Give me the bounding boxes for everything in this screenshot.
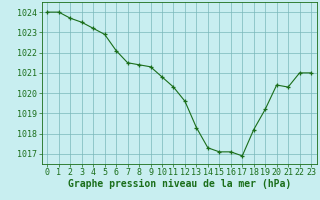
X-axis label: Graphe pression niveau de la mer (hPa): Graphe pression niveau de la mer (hPa) (68, 179, 291, 189)
